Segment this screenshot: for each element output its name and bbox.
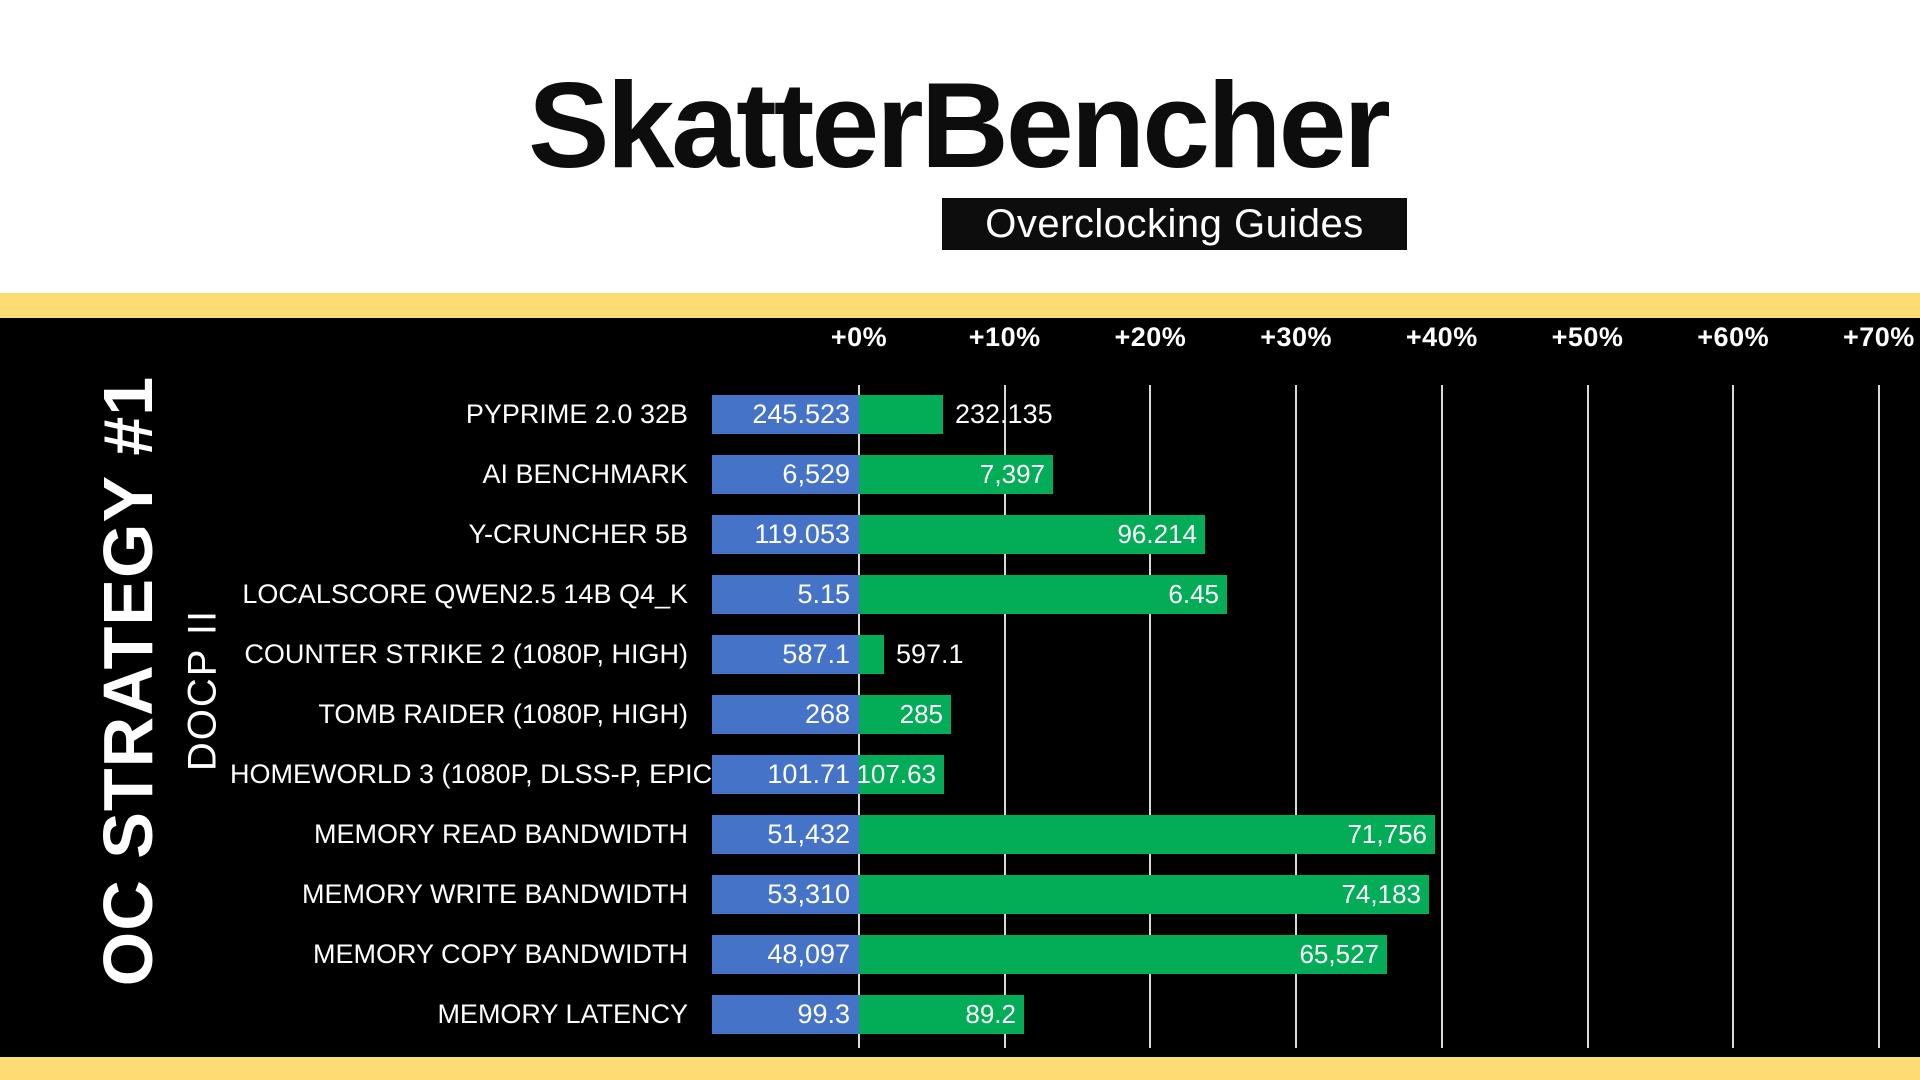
baseline-value: 101.71 — [767, 759, 850, 789]
baseline-bar: 119.053 — [712, 515, 859, 554]
result-value: 597.1 — [896, 639, 964, 669]
benchmark-row: MEMORY LATENCY 99.3 89.2 — [0, 995, 1920, 1034]
result-bar: 74,183 — [859, 875, 1429, 914]
gridline — [1586, 385, 1589, 1048]
result-bar: 71,756 — [859, 815, 1435, 854]
benchmark-label: MEMORY LATENCY — [437, 999, 688, 1029]
baseline-bar: 101.71 — [712, 755, 859, 794]
benchmark-label: MEMORY WRITE BANDWIDTH — [301, 879, 688, 909]
header: SkatterBencher Overclocking Guides — [0, 0, 1920, 293]
baseline-bar: 99.3 — [712, 995, 859, 1034]
result-bar — [859, 635, 884, 674]
result-value: 232.135 — [955, 399, 1053, 429]
gridline — [1440, 385, 1443, 1048]
tagline-text: Overclocking Guides — [985, 201, 1364, 246]
result-bar: 65,527 — [859, 935, 1387, 974]
result-bar: 6.45 — [859, 575, 1227, 614]
axis-tick-label: +50% — [1551, 322, 1624, 352]
result-bar: 285 — [859, 695, 951, 734]
tagline-banner: Overclocking Guides — [942, 198, 1407, 250]
gridline — [1149, 385, 1152, 1048]
baseline-bar: 6,529 — [712, 455, 859, 494]
benchmark-row: HOMEWORLD 3 (1080P, DLSS-P, EPIC) 101.71… — [0, 755, 1920, 794]
result-value: 7,397 — [979, 459, 1045, 489]
result-bar — [859, 395, 943, 434]
baseline-bar: 268 — [712, 695, 859, 734]
baseline-value: 6,529 — [782, 459, 850, 489]
result-value: 285 — [899, 699, 943, 729]
benchmark-row: COUNTER STRIKE 2 (1080P, HIGH) 587.1 597… — [0, 635, 1920, 674]
baseline-value: 51,432 — [767, 819, 850, 849]
axis-tick-label: +30% — [1260, 322, 1332, 352]
axis-tick-label: +60% — [1697, 322, 1770, 352]
gridline — [1003, 385, 1006, 1048]
baseline-bar: 5.15 — [712, 575, 859, 614]
benchmark-label: PYPRIME 2.0 32B — [465, 399, 688, 429]
result-value: 65,527 — [1299, 939, 1379, 969]
accent-stripe-bottom — [0, 1057, 1920, 1080]
benchmark-label: COUNTER STRIKE 2 (1080P, HIGH) — [244, 639, 688, 669]
axis-tick-label: +40% — [1405, 322, 1478, 352]
baseline-bar: 245.523 — [712, 395, 859, 434]
benchmark-label: AI BENCHMARK — [482, 459, 688, 489]
result-value: 96.214 — [1117, 519, 1197, 549]
result-value: 74,183 — [1341, 879, 1421, 909]
baseline-value: 587.1 — [782, 639, 850, 669]
result-value: 107.63 — [856, 759, 936, 789]
chart-subtitle-vertical: DOCP II — [180, 608, 225, 772]
baseline-bar: 587.1 — [712, 635, 859, 674]
result-value: 6.45 — [1168, 579, 1219, 609]
benchmark-row: LOCALSCORE QWEN2.5 14B Q4_K 5.15 6.45 — [0, 575, 1920, 614]
result-bar: 89.2 — [859, 995, 1024, 1034]
benchmark-label: HOMEWORLD 3 (1080P, DLSS-P, EPIC) — [230, 759, 722, 789]
benchmark-row: PYPRIME 2.0 32B 245.523 232.135 — [0, 395, 1920, 434]
result-value: 89.2 — [965, 999, 1016, 1029]
baseline-value: 245.523 — [752, 399, 850, 429]
axis-tick-label: +10% — [968, 322, 1041, 352]
benchmark-row: Y-CRUNCHER 5B 119.053 96.214 — [0, 515, 1920, 554]
baseline-bar: 48,097 — [712, 935, 859, 974]
result-bar: 96.214 — [859, 515, 1205, 554]
baseline-value: 119.053 — [754, 519, 850, 549]
result-value: 71,756 — [1347, 819, 1427, 849]
brand-wordmark: SkatterBencher — [528, 57, 1391, 193]
benchmark-row: MEMORY COPY BANDWIDTH 48,097 65,527 — [0, 935, 1920, 974]
benchmark-row: AI BENCHMARK 6,529 7,397 — [0, 455, 1920, 494]
benchmark-label: LOCALSCORE QWEN2.5 14B Q4_K — [242, 579, 688, 609]
baseline-value: 53,310 — [767, 879, 850, 909]
benchmark-label: MEMORY READ BANDWIDTH — [313, 819, 688, 849]
baseline-value: 99.3 — [797, 999, 850, 1029]
accent-stripe-top — [0, 293, 1920, 318]
baseline-value: 48,097 — [767, 939, 850, 969]
baseline-bar: 51,432 — [712, 815, 859, 854]
axis-tick-label: +20% — [1114, 322, 1187, 352]
benchmark-row: TOMB RAIDER (1080P, HIGH) 268 285 — [0, 695, 1920, 734]
benchmark-label: TOMB RAIDER (1080P, HIGH) — [318, 699, 688, 729]
baseline-value: 5.15 — [797, 579, 850, 609]
baseline-bar: 53,310 — [712, 875, 859, 914]
benchmark-row: MEMORY WRITE BANDWIDTH 53,310 74,183 — [0, 875, 1920, 914]
benchmark-label: MEMORY COPY BANDWIDTH — [312, 939, 688, 969]
gridline — [1295, 385, 1298, 1048]
benchmark-row: MEMORY READ BANDWIDTH 51,432 71,756 — [0, 815, 1920, 854]
axis-tick-label: +70% — [1842, 322, 1915, 352]
gridline — [1877, 385, 1880, 1048]
benchmark-label: Y-CRUNCHER 5B — [468, 519, 688, 549]
result-bar: 7,397 — [859, 455, 1053, 494]
bar-chart: +0% +10% +20% +30% +40% +50% +60% +70% OC STRAT… — [0, 318, 1920, 1057]
result-bar: 107.63 — [856, 755, 944, 794]
axis-tick-label: +0% — [830, 322, 888, 352]
baseline-value: 268 — [804, 699, 850, 729]
gridline — [1732, 385, 1735, 1048]
